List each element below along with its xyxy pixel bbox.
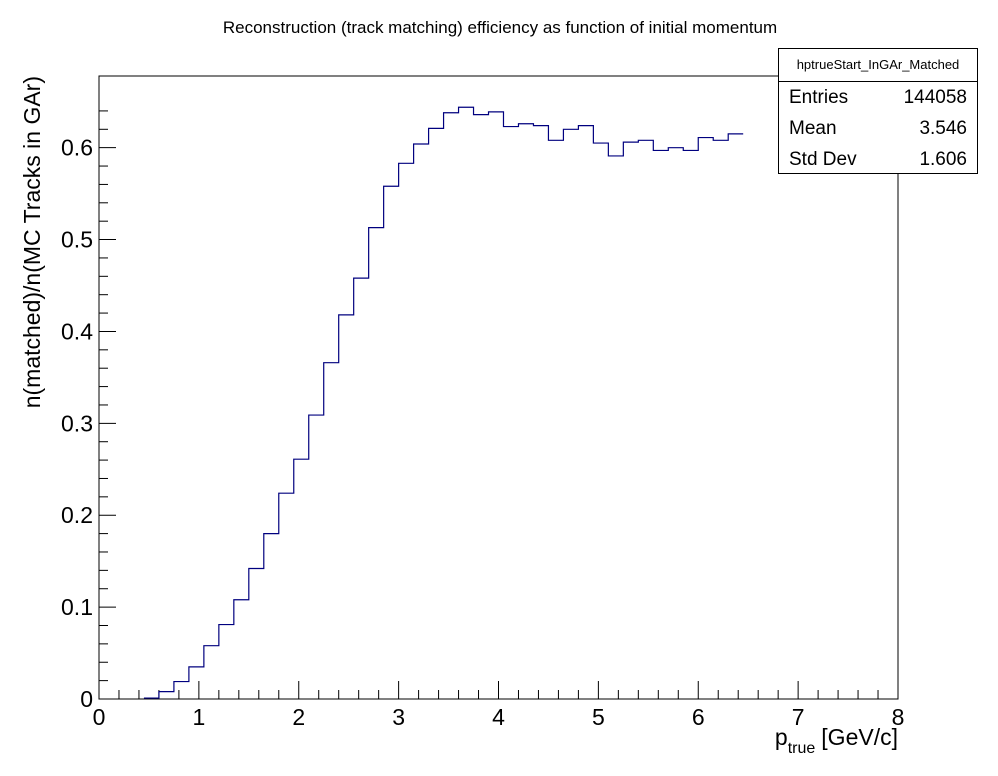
x-tick-label: 7 xyxy=(792,704,805,730)
x-tick-label: 3 xyxy=(392,704,405,730)
x-axis-label-unit: [GeV/c] xyxy=(821,724,898,750)
x-tick-label: 2 xyxy=(292,704,305,730)
x-tick-label: 1 xyxy=(192,704,205,730)
x-tick-label: 4 xyxy=(492,704,505,730)
stats-label: Entries xyxy=(789,86,849,108)
y-tick-label: 0 xyxy=(80,686,93,712)
x-axis-label-symbol: p xyxy=(775,724,788,750)
stats-value: 1.606 xyxy=(919,148,967,170)
stats-title: hptrueStart_InGAr_Matched xyxy=(779,49,977,82)
y-tick-label: 0.5 xyxy=(61,227,93,253)
x-tick-label: 6 xyxy=(692,704,705,730)
chart-title: Reconstruction (track matching) efficien… xyxy=(223,18,777,37)
stats-label: Std Dev xyxy=(789,148,857,170)
stats-row-stddev: Std Dev 1.606 xyxy=(779,144,977,175)
histogram-step-line xyxy=(143,106,744,699)
stats-row-entries: Entries 144058 xyxy=(779,82,977,113)
x-axis-label: ptrue [GeV/c] xyxy=(775,724,898,757)
x-tick-label: 5 xyxy=(592,704,605,730)
y-tick-label: 0.1 xyxy=(61,594,93,620)
y-tick-label: 0.2 xyxy=(61,502,93,528)
stats-value: 144058 xyxy=(903,86,967,108)
x-tick-label: 8 xyxy=(892,704,905,730)
x-tick-label: 0 xyxy=(93,704,106,730)
y-tick-label: 0.3 xyxy=(61,410,93,436)
stats-box: hptrueStart_InGAr_Matched Entries 144058… xyxy=(778,48,978,174)
y-tick-label: 0.4 xyxy=(61,318,93,344)
y-axis-label: n(matched)/n(MC Tracks in GAr) xyxy=(19,76,45,408)
stats-label: Mean xyxy=(789,117,837,139)
y-tick-label: 0.6 xyxy=(61,135,93,161)
stats-row-mean: Mean 3.546 xyxy=(779,113,977,144)
x-axis-label-subscript: true xyxy=(788,740,816,757)
stats-value: 3.546 xyxy=(919,117,967,139)
